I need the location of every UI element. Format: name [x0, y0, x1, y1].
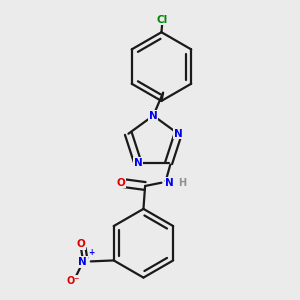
Text: O: O: [116, 178, 125, 188]
Text: N: N: [78, 257, 87, 267]
Text: N: N: [149, 111, 158, 121]
Text: H: H: [178, 178, 186, 188]
Text: N: N: [134, 158, 142, 168]
Text: N: N: [174, 129, 182, 139]
Text: Cl: Cl: [157, 15, 168, 25]
Text: O: O: [76, 239, 85, 249]
Text: O⁻: O⁻: [66, 276, 80, 286]
Text: +: +: [89, 248, 95, 257]
Text: N: N: [165, 178, 174, 188]
